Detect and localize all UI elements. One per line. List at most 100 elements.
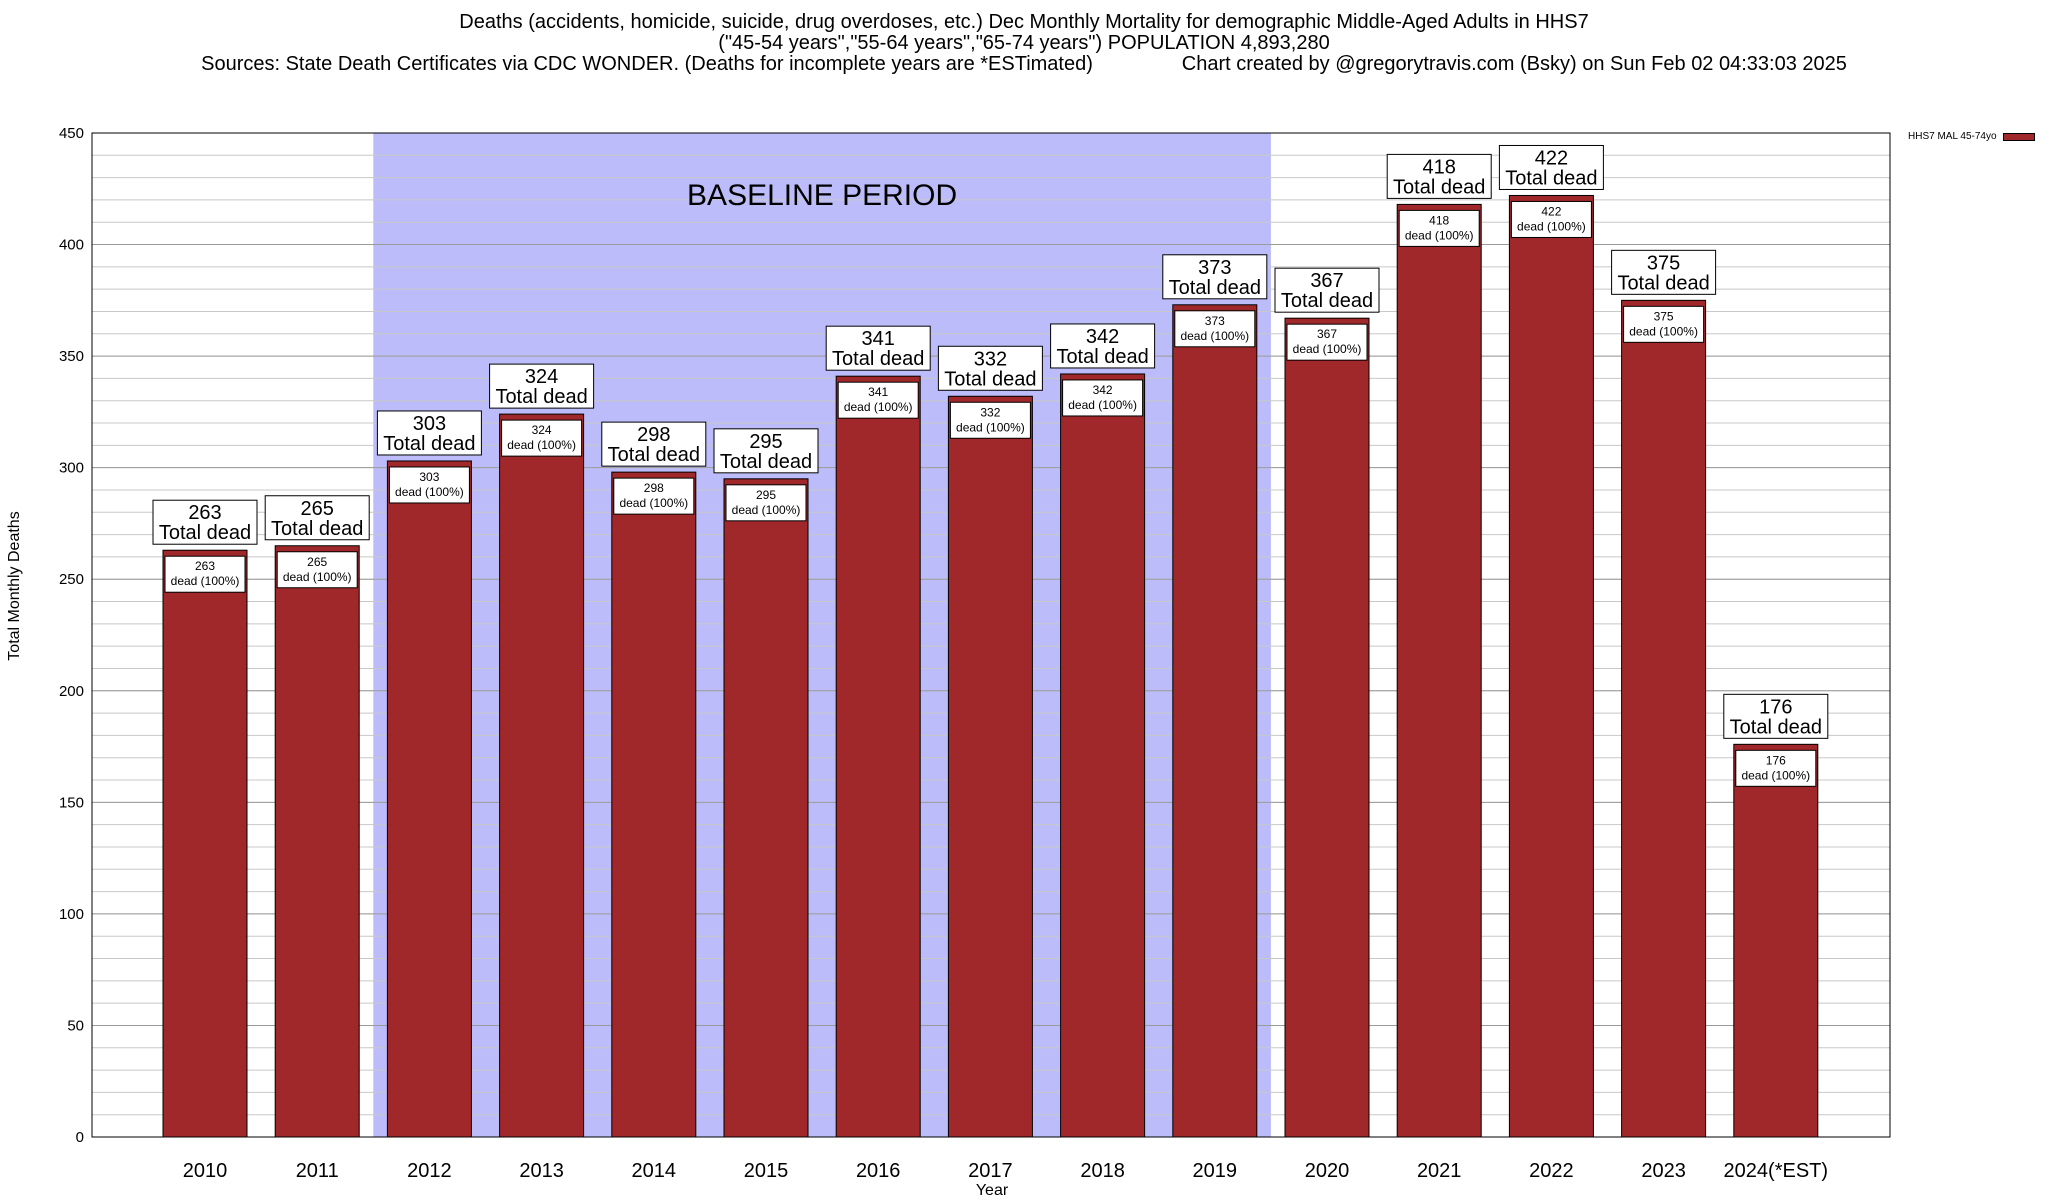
bar-inner-suffix: dead (100%) <box>1068 398 1137 412</box>
bar-total-label: Total dead <box>383 433 475 455</box>
bar-inner-suffix: dead (100%) <box>732 503 801 517</box>
bar <box>162 549 248 1138</box>
bar-inner-label-box <box>1735 749 1817 787</box>
bar-top-label-box <box>937 345 1043 391</box>
bar-value-label: 324 <box>525 366 558 388</box>
bar <box>274 545 360 1138</box>
bar <box>947 395 1033 1138</box>
bar-value-label: 332 <box>974 348 1007 370</box>
bar-value-label: 367 <box>1310 270 1343 292</box>
bar-total-label: Total dead <box>1281 290 1373 312</box>
bar-inner-suffix: dead (100%) <box>283 570 352 584</box>
title-line-3: Sources: State Death Certificates via CD… <box>201 53 1847 75</box>
bar-total-label: Total dead <box>1617 272 1709 294</box>
x-tick-label: 2017 <box>968 1160 1013 1182</box>
x-tick-label: 2021 <box>1417 1160 1462 1182</box>
bar-inner-label-box <box>949 401 1031 439</box>
bar-total-label: Total dead <box>720 451 812 473</box>
y-tick-label: 100 <box>59 906 84 923</box>
chart-title: Deaths (accidents, homicide, suicide, dr… <box>0 12 2048 75</box>
bar <box>386 460 472 1138</box>
bar <box>499 413 585 1138</box>
bar-top-label-box <box>376 410 482 456</box>
bar-total-label: Total dead <box>1730 716 1822 738</box>
x-tick-label: 2024(*EST) <box>1724 1160 1829 1182</box>
bar-inner-value: 295 <box>756 488 776 502</box>
bar-inner-suffix: dead (100%) <box>1180 329 1249 343</box>
bar <box>1733 743 1819 1138</box>
x-tick-label: 2018 <box>1080 1160 1125 1182</box>
legend: HHS7 MAL 45-74yo <box>1908 131 2035 142</box>
bar-total-label: Total dead <box>495 386 587 408</box>
bar-inner-value: 373 <box>1205 314 1225 328</box>
legend-label: HHS7 MAL 45-74yo <box>1908 131 1997 142</box>
bar-inner-suffix: dead (100%) <box>1629 324 1698 338</box>
bar <box>1621 299 1707 1138</box>
x-tick-label: 2016 <box>856 1160 901 1182</box>
title-line-1: Deaths (accidents, homicide, suicide, dr… <box>459 11 1589 33</box>
bar-inner-value: 303 <box>419 470 439 484</box>
bar-inner-value: 298 <box>644 481 664 495</box>
bar-total-label: Total dead <box>271 518 363 540</box>
y-tick-label: 150 <box>59 794 84 811</box>
bar-top-label-box <box>1611 249 1717 295</box>
bar-inner-value: 176 <box>1766 753 1786 767</box>
bar-top-label-box <box>1050 323 1156 369</box>
bar-value-label: 373 <box>1198 257 1231 279</box>
x-tick-label: 2014 <box>632 1160 677 1182</box>
bar-total-label: Total dead <box>1505 167 1597 189</box>
x-axis-label: Year <box>975 1182 1009 1199</box>
bar-inner-suffix: dead (100%) <box>1293 342 1362 356</box>
bar-top-label-box <box>601 421 707 467</box>
bar-total-label: Total dead <box>1393 176 1485 198</box>
y-tick-label: 0 <box>76 1129 84 1146</box>
x-tick-label: 2019 <box>1193 1160 1238 1182</box>
bar-inner-suffix: dead (100%) <box>507 438 576 452</box>
bar-inner-value: 422 <box>1541 204 1561 218</box>
bar-top-label-box <box>713 428 819 474</box>
bar-value-label: 265 <box>301 498 334 520</box>
bar-value-label: 263 <box>188 502 221 524</box>
x-tick-label: 2023 <box>1641 1160 1686 1182</box>
x-tick-label: 2010 <box>183 1160 228 1182</box>
bar-inner-value: 263 <box>195 559 215 573</box>
x-tick-label: 2011 <box>296 1160 339 1182</box>
bar-inner-value: 341 <box>868 385 888 399</box>
bar-top-label-box <box>1162 254 1268 300</box>
bar-inner-label-box <box>837 381 919 419</box>
bar-inner-suffix: dead (100%) <box>956 420 1025 434</box>
x-tick-label: 2022 <box>1529 1160 1574 1182</box>
bar-inner-suffix: dead (100%) <box>1517 219 1586 233</box>
bar-total-label: Total dead <box>944 368 1036 390</box>
bar <box>1396 203 1482 1138</box>
bar-total-label: Total dead <box>608 444 700 466</box>
bar-value-label: 298 <box>637 424 670 446</box>
bar-inner-value: 367 <box>1317 327 1337 341</box>
bar-inner-label-box <box>164 555 246 593</box>
bar-total-label: Total dead <box>1169 277 1261 299</box>
bar-inner-label-box <box>501 419 583 457</box>
legend-swatch <box>2002 132 2035 141</box>
bar <box>611 471 697 1138</box>
bar-inner-suffix: dead (100%) <box>844 400 913 414</box>
y-tick-label: 450 <box>59 125 84 142</box>
bar-inner-label-box <box>1174 310 1256 348</box>
bar-inner-value: 418 <box>1429 213 1449 227</box>
title-line-2: ("45-54 years","55-64 years","65-74 year… <box>718 32 1330 54</box>
bar-top-label-box <box>825 325 931 371</box>
bar-inner-suffix: dead (100%) <box>395 485 464 499</box>
bar-value-label: 295 <box>749 431 782 453</box>
y-tick-label: 200 <box>59 683 84 700</box>
bar-top-label-box <box>1386 153 1492 199</box>
bar-top-label-box <box>1723 693 1829 739</box>
bar-inner-value: 332 <box>980 405 1000 419</box>
y-tick-label: 300 <box>59 460 84 477</box>
bar-inner-label-box <box>276 551 358 589</box>
y-tick-label: 250 <box>59 571 84 588</box>
bar-value-label: 418 <box>1423 156 1456 178</box>
bar-top-label-box <box>1498 144 1604 190</box>
bar-top-label-box <box>264 495 370 541</box>
bar-top-label-box <box>489 363 595 409</box>
bar <box>723 478 809 1138</box>
